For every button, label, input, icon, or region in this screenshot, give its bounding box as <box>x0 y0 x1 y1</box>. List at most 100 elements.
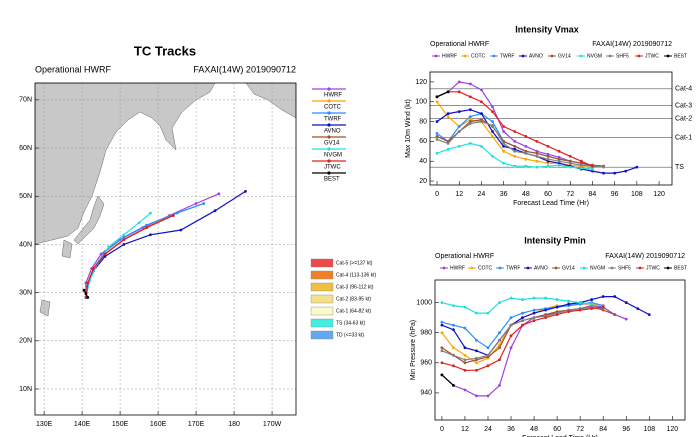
legend-label: NVGM <box>590 265 605 271</box>
series-marker <box>440 346 444 350</box>
series-marker <box>475 338 478 342</box>
series-marker <box>435 151 439 155</box>
alaska <box>245 83 296 119</box>
series-marker <box>502 141 506 145</box>
series-marker <box>567 310 571 314</box>
series-marker <box>468 122 472 125</box>
series-marker <box>535 149 539 153</box>
series-marker <box>498 358 501 362</box>
x-tick-label: 48 <box>530 426 538 433</box>
series-marker <box>480 112 483 116</box>
legend-label: AVNO <box>534 265 548 271</box>
series-marker <box>452 323 455 327</box>
series-marker <box>491 154 494 158</box>
series-marker <box>557 159 561 163</box>
series-marker <box>463 353 467 357</box>
series-marker <box>568 154 572 158</box>
series-marker <box>524 144 528 148</box>
series-marker <box>568 161 572 165</box>
y-tick-label: 80 <box>419 118 427 125</box>
series-marker <box>491 105 494 109</box>
threshold-label: Cat-1 <box>675 134 692 141</box>
series-marker <box>137 221 141 225</box>
threshold-label: Cat-2 <box>675 115 692 122</box>
series-marker <box>463 368 467 372</box>
series-marker <box>202 202 206 205</box>
series-marker <box>532 296 536 300</box>
header-right: FAXAI(14W) 2019090712 <box>193 64 296 74</box>
series-marker <box>579 163 583 167</box>
series-marker <box>122 238 126 242</box>
series-marker <box>194 202 198 205</box>
x-tick-label: 12 <box>461 426 469 433</box>
legend-marker <box>521 54 525 58</box>
legend-label: BEST <box>674 53 687 59</box>
series-marker <box>535 139 539 143</box>
category-label: Cat-2 (83-95 kt) <box>336 296 371 302</box>
x-tick-label: 0 <box>435 191 439 198</box>
series-marker <box>107 245 111 249</box>
series-marker <box>446 141 450 145</box>
y-tick-label: 940 <box>420 390 432 397</box>
series-marker <box>567 299 571 303</box>
series-marker <box>103 252 107 256</box>
series-marker <box>468 108 472 112</box>
series-marker <box>435 100 439 104</box>
series-marker <box>513 147 517 151</box>
series-marker <box>446 147 450 151</box>
series-line <box>436 118 604 167</box>
series-marker <box>557 157 561 161</box>
series-marker <box>463 388 467 392</box>
legend-marker <box>492 54 496 58</box>
series-marker <box>568 165 572 169</box>
series-marker <box>513 139 517 143</box>
legend-label: NVGM <box>587 53 602 59</box>
series-marker <box>480 144 483 148</box>
series-marker <box>532 319 536 323</box>
series-marker <box>546 154 550 158</box>
series-marker <box>86 281 90 285</box>
series-marker <box>452 328 455 332</box>
legend-label: JTWC <box>645 53 659 59</box>
series-marker <box>524 164 528 168</box>
category-label: TD (<=33 kt) <box>336 332 364 338</box>
series-marker <box>175 211 179 215</box>
legend-marker <box>442 266 446 270</box>
series-marker <box>590 307 594 311</box>
series-marker <box>544 296 547 300</box>
series-marker <box>491 124 494 127</box>
series-marker <box>457 110 461 114</box>
series-marker <box>92 267 95 270</box>
series-marker <box>590 302 594 306</box>
series-marker <box>601 295 605 298</box>
series-marker <box>486 364 490 368</box>
series-marker <box>468 120 472 123</box>
legend-marker <box>327 159 331 163</box>
series-marker <box>624 169 628 173</box>
category-swatch <box>310 306 334 316</box>
legend-marker <box>327 171 331 175</box>
series-marker <box>491 120 494 123</box>
series-marker <box>521 316 524 320</box>
series-marker <box>463 358 467 362</box>
x-tick-label: 130E <box>36 421 53 428</box>
y-tick-label: 40N <box>19 241 32 248</box>
category-swatch <box>310 318 334 328</box>
series-marker <box>452 346 455 350</box>
plot-area <box>435 80 639 175</box>
series-marker <box>567 302 571 306</box>
series-marker <box>452 364 455 368</box>
series-marker <box>532 308 536 312</box>
series-marker <box>624 317 628 321</box>
land <box>35 83 296 317</box>
series-marker <box>546 161 550 165</box>
series-line <box>436 91 449 98</box>
series-marker <box>475 311 478 315</box>
series-marker <box>491 110 494 114</box>
series-line <box>441 296 650 357</box>
series-marker <box>86 296 90 299</box>
x-tick-label: 120 <box>666 426 678 433</box>
y-axis-label: Max 10m Wind (kt) <box>405 99 412 158</box>
legend-label: AVNO <box>324 129 341 135</box>
